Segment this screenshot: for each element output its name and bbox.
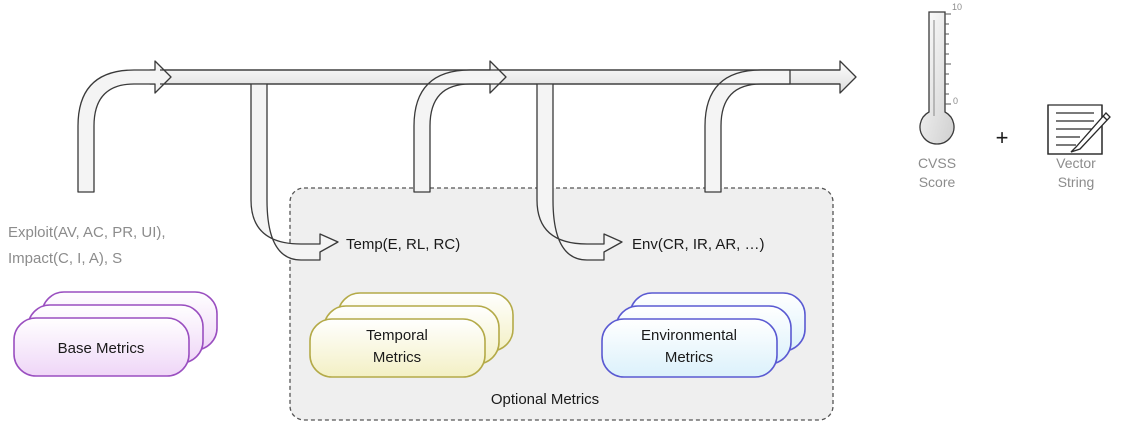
document-pencil-icon xyxy=(1047,104,1111,155)
cvss-score-label-line2: Score xyxy=(919,174,956,190)
metric-flow-pipes xyxy=(77,60,857,261)
plus-sign: + xyxy=(996,125,1009,150)
thermometer-icon xyxy=(919,11,955,145)
vector-string-label-line2: String xyxy=(1058,174,1095,190)
temporal-label-line1: Temporal xyxy=(366,327,428,344)
score-scale-max: 10 xyxy=(952,2,962,12)
environmental-formula: Env(CR, IR, AR, …) xyxy=(632,236,765,253)
temporal-formula: Temp(E, RL, RC) xyxy=(346,236,460,253)
base-formula: Exploit(AV, AC, PR, UI), Impact(C, I, A)… xyxy=(8,224,166,267)
temporal-label-line2: Metrics xyxy=(373,349,421,366)
environmental-input-arrow xyxy=(536,83,623,261)
cvss-score-label-line1: CVSS xyxy=(918,155,956,171)
base-metrics-label: Base Metrics xyxy=(58,340,145,357)
base-formula-line2: Impact(C, I, A), S xyxy=(8,250,122,267)
optional-metrics-label: Optional Metrics xyxy=(491,391,599,408)
temporal-metrics-stack xyxy=(309,292,514,378)
environmental-label-line1: Environmental xyxy=(641,327,737,344)
environmental-label-line2: Metrics xyxy=(665,349,713,366)
score-scale-min: 0 xyxy=(953,96,958,106)
base-formula-line1: Exploit(AV, AC, PR, UI), xyxy=(8,224,166,241)
base-flow-arrow xyxy=(77,60,172,193)
temporal-output-arrow xyxy=(413,60,507,193)
environmental-metrics-stack xyxy=(601,292,806,378)
temporal-input-arrow xyxy=(250,83,339,261)
base-metrics-stack xyxy=(13,291,218,377)
vector-string-label-line1: Vector xyxy=(1056,155,1096,171)
environmental-output-arrow xyxy=(704,69,791,193)
